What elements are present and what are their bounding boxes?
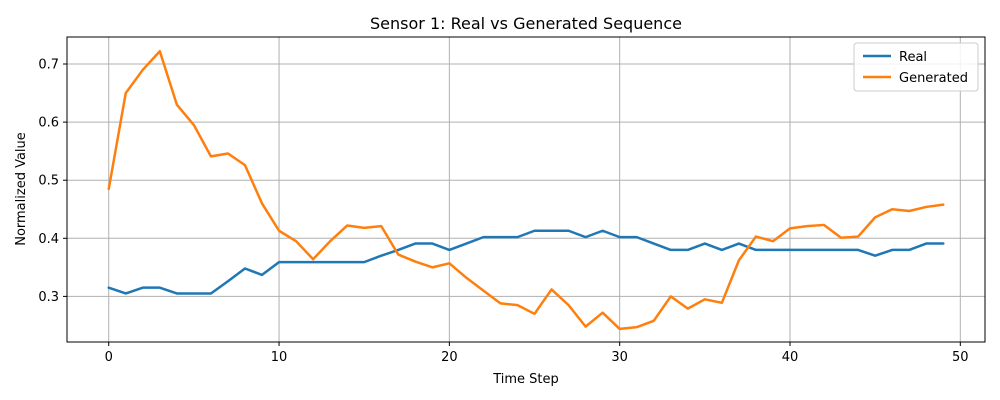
x-tick-label: 50 [952, 350, 969, 365]
chart-title: Sensor 1: Real vs Generated Sequence [370, 14, 682, 33]
legend: Real Generated [853, 42, 979, 92]
x-axis-label: Time Step [492, 372, 559, 387]
series-line-generated [107, 49, 945, 331]
plot-frame [66, 36, 986, 343]
x-tick-label: 40 [782, 350, 799, 365]
legend-label-generated: Generated [899, 71, 968, 86]
x-tick-label: 20 [441, 350, 458, 365]
y-tick-label: 0.7 [38, 58, 59, 73]
x-tick-label: 0 [105, 350, 113, 365]
y-tick-label: 0.4 [38, 232, 59, 247]
x-tick-label: 10 [271, 350, 288, 365]
y-tick-label: 0.6 [38, 116, 59, 131]
y-tick-label: 0.5 [38, 174, 59, 189]
y-tick-label: 0.3 [38, 290, 59, 305]
x-tick-label: 30 [611, 350, 628, 365]
series-line-real [107, 229, 945, 295]
series-lines [107, 49, 945, 331]
y-axis-label: Normalized Value [14, 132, 29, 246]
axis-ticks: 0 10 20 30 40 50 0.3 0.4 0.5 0.6 0.7 [38, 58, 968, 365]
legend-label-real: Real [899, 50, 927, 65]
